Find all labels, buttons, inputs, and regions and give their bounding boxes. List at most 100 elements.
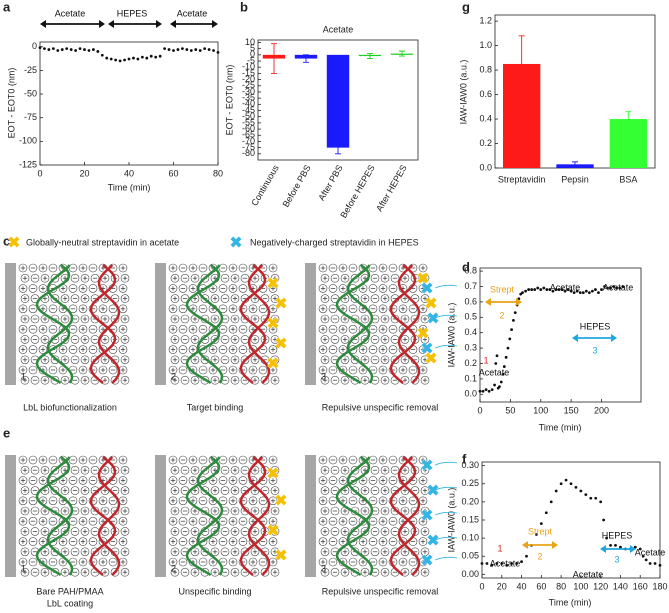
data-point	[485, 562, 489, 565]
polymer-chain	[239, 456, 267, 576]
data-point	[132, 56, 135, 60]
y-tick-label: -25	[242, 80, 255, 90]
protein-shape	[421, 554, 433, 566]
y-tick-label: 0.8	[464, 265, 477, 275]
protein-shape	[275, 337, 287, 349]
y-tick-label: 0.2	[464, 358, 477, 368]
protein-icon	[417, 272, 429, 284]
protein-shape	[267, 317, 279, 329]
data-point	[510, 328, 513, 332]
data-point	[575, 289, 579, 293]
data-point	[69, 48, 73, 51]
panel-label: g	[462, 0, 470, 14]
annotation: Strept	[528, 526, 553, 536]
data-point	[480, 562, 484, 565]
data-point	[207, 48, 211, 51]
data-point	[172, 49, 175, 52]
y-tick-label: 0.00	[461, 569, 479, 579]
substrate	[5, 455, 16, 577]
data-point	[65, 47, 69, 51]
error-bar	[625, 111, 632, 127]
annotation: Acetate	[550, 282, 581, 292]
data-point	[87, 49, 91, 52]
data-point	[554, 288, 558, 291]
y-tick-label: 0.0	[479, 162, 492, 172]
polymer-chain	[239, 264, 267, 384]
polymer-chain	[397, 264, 421, 384]
data-point	[47, 48, 51, 51]
y-tick-label: 0.0	[464, 389, 477, 399]
data-point	[609, 286, 613, 290]
protein-shape	[275, 549, 287, 561]
data-point	[127, 57, 131, 61]
data-point	[633, 545, 637, 549]
legend-text: Globally-neutral streptavidin in acetate	[26, 237, 179, 247]
protein-shape	[267, 277, 279, 289]
x-tick-label: 120	[593, 581, 608, 591]
y-tick-label: -40	[242, 99, 255, 109]
y-tick-label: -60	[242, 123, 255, 133]
removal-trail	[434, 461, 458, 466]
y-tick-label: 1.2	[479, 15, 492, 25]
x-tick-label: After HEPES	[374, 163, 409, 213]
data-point	[602, 518, 606, 522]
data-point	[515, 562, 519, 565]
x-tick-label: 180	[652, 581, 667, 591]
panel-label: a	[3, 0, 11, 14]
protein-shape	[275, 494, 287, 506]
x-tick-label: 40	[517, 581, 527, 591]
data-point	[212, 49, 215, 52]
y-tick-label: -30	[242, 86, 255, 96]
protein-icon	[425, 297, 437, 309]
x-tick-label: 80	[556, 581, 566, 591]
panel-label: e	[3, 425, 10, 440]
data-point	[603, 285, 606, 288]
polymer-chain	[196, 456, 224, 576]
y-tick-label: -25	[24, 65, 37, 75]
error-bar	[303, 54, 309, 63]
data-point	[599, 500, 603, 504]
y-tick-label: 0.4	[464, 327, 477, 337]
data-point	[198, 49, 202, 52]
y-axis-label: IAW-IAW0 (a.u.)	[458, 60, 468, 125]
annotation: HEPES	[580, 321, 611, 331]
x-tick-label: 40	[124, 168, 134, 178]
error-bar	[367, 53, 373, 60]
data-point	[487, 389, 491, 393]
x-axis-label: Time (min)	[108, 182, 151, 192]
caption: Repulsive unspecific removal	[322, 586, 439, 596]
data-point	[533, 288, 537, 291]
x-tick-label: Continuous	[249, 163, 281, 208]
polymer-chain	[46, 264, 74, 384]
annotation: 3	[592, 345, 597, 355]
data-point	[569, 482, 573, 486]
data-point	[584, 289, 588, 293]
data-point	[554, 489, 558, 493]
annotation: 1	[483, 355, 488, 365]
data-point	[167, 48, 171, 51]
polymer-chain	[35, 455, 71, 577]
data-point	[544, 511, 548, 515]
x-tick-label: 0	[477, 405, 482, 415]
protein-shape	[421, 342, 433, 354]
data-point	[501, 372, 505, 376]
y-tick-label: -15	[242, 68, 255, 78]
data-point	[590, 289, 594, 293]
data-point	[194, 48, 198, 51]
data-point	[615, 286, 619, 290]
polymer-chain	[185, 263, 221, 385]
protein-icon	[275, 337, 287, 349]
data-point	[493, 383, 496, 387]
data-point	[618, 286, 622, 290]
data-point	[534, 533, 538, 536]
panel-number: 1	[21, 371, 26, 381]
protein-shape	[417, 327, 429, 339]
y-axis-label: EOT - EOT0 (nm)	[6, 68, 16, 139]
polymer-chain	[46, 456, 74, 576]
panel-number: 1	[21, 563, 26, 573]
polymer-chain	[335, 263, 371, 385]
data-point	[100, 53, 104, 57]
data-point	[545, 288, 549, 291]
y-tick-label: -55	[242, 117, 255, 127]
